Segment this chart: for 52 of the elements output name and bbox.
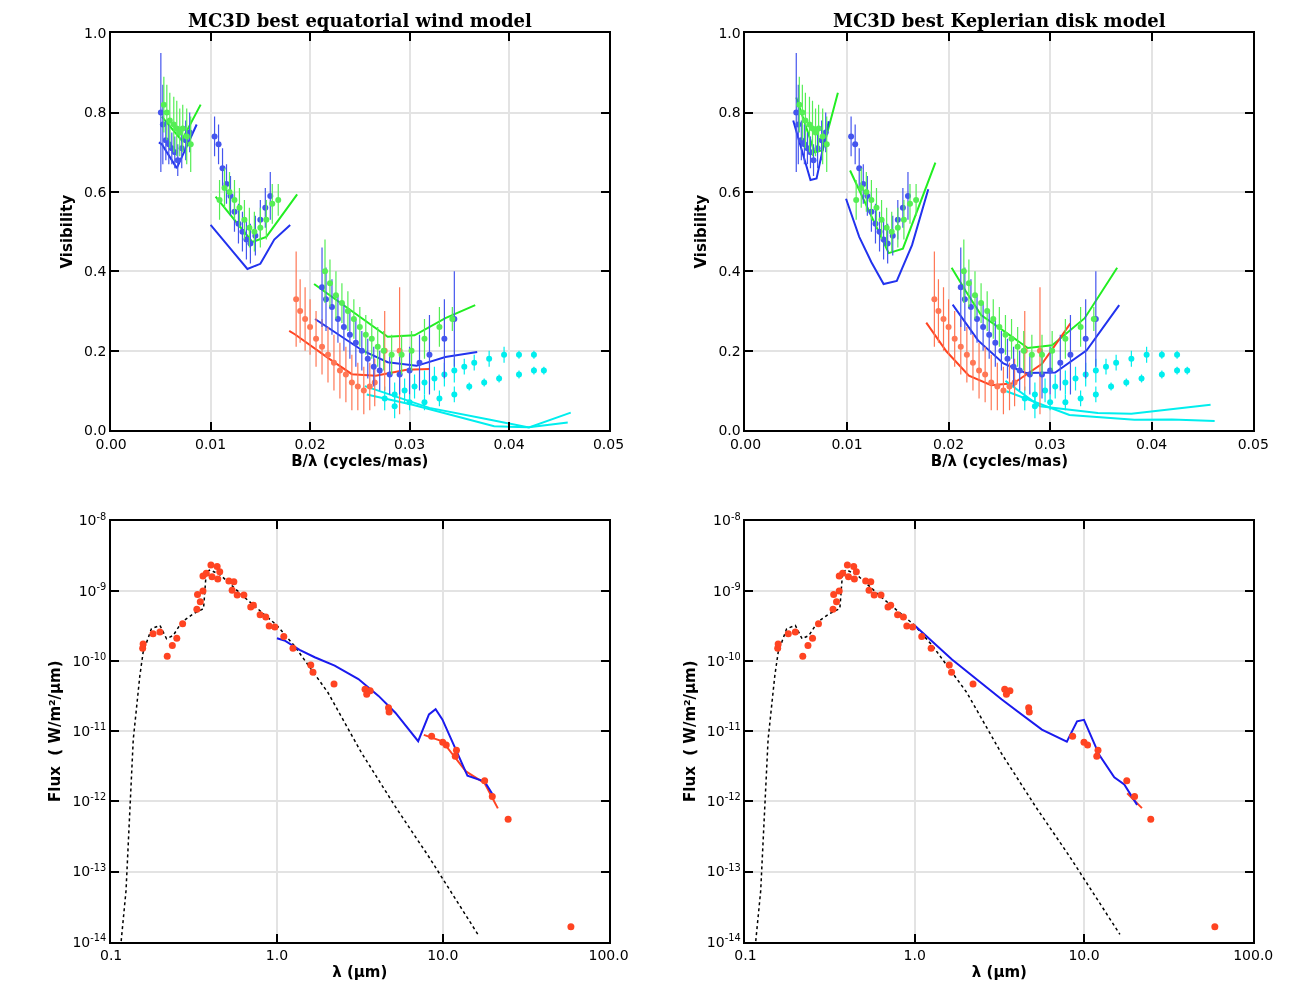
x-tick-label: 0.05 — [1237, 435, 1269, 452]
y-tick-label: 0.8 — [718, 104, 741, 121]
y-tick-label: 0.6 — [718, 183, 741, 200]
x-tick-label: 100.0 — [588, 947, 629, 964]
y-tick-label: 10$^{-14}$ — [72, 931, 107, 950]
x-tick-label: 0.02 — [933, 435, 965, 452]
y-tick-label: 10$^{-13}$ — [72, 861, 107, 880]
y-tick-label: 10$^{-11}$ — [72, 721, 107, 740]
y-tick-label: 10$^{-12}$ — [706, 791, 741, 810]
y-tick-label: 10$^{-11}$ — [706, 721, 741, 740]
x-tick-label: 0.04 — [493, 435, 525, 452]
x-tick-label: 0.01 — [831, 435, 863, 452]
x-axis-title: B/λ (cycles/mas) — [291, 451, 429, 470]
x-tick-label: 0.1 — [99, 947, 123, 964]
x-tick-label: 0.03 — [1034, 435, 1066, 452]
x-tick-label: 0.02 — [294, 435, 326, 452]
y-axis-title: Visibility — [57, 194, 76, 269]
chart-title: MC3D best equatorial wind model — [188, 10, 532, 31]
x-axis-title: λ (μm) — [971, 962, 1027, 981]
x-tick-label: 10.0 — [427, 947, 459, 964]
x-tick-label: 0.04 — [1136, 435, 1168, 452]
y-tick-label: 1.0 — [84, 25, 107, 42]
y-tick-label: 10$^{-9}$ — [78, 580, 107, 599]
y-tick-label: 10$^{-9}$ — [713, 580, 741, 599]
y-tick-label: 0.2 — [718, 342, 741, 359]
x-tick-label: 0.01 — [195, 435, 227, 452]
y-tick-label: 10$^{-13}$ — [706, 861, 741, 880]
y-tick-label: 10$^{-10}$ — [706, 650, 741, 669]
chart-title: MC3D best Keplerian disk model — [833, 10, 1166, 31]
x-tick-label: 10.0 — [1068, 947, 1100, 964]
y-tick-label: 10$^{-10}$ — [72, 650, 107, 669]
y-tick-label: 10$^{-12}$ — [72, 791, 107, 810]
x-tick-label: 100.0 — [1233, 947, 1274, 964]
x-tick-label: 1.0 — [265, 947, 289, 964]
y-tick-label: 10$^{-14}$ — [706, 931, 741, 950]
y-tick-label: 1.0 — [718, 25, 741, 42]
y-tick-label: 10$^{-8}$ — [713, 510, 741, 529]
x-tick-label: 0.03 — [393, 435, 426, 452]
y-axis-title: Flux ( W/m²/μm) — [46, 660, 65, 802]
y-tick-label: 0.2 — [84, 342, 107, 359]
x-tick-label: 0.1 — [734, 947, 757, 964]
x-axis-title: B/λ (cycles/mas) — [930, 451, 1069, 470]
y-axis-title: Visibility — [692, 194, 711, 269]
x-axis-title: λ (μm) — [332, 962, 388, 981]
y-axis-title: Flux ( W/m²/μm) — [680, 660, 699, 802]
y-tick-label: 10$^{-8}$ — [78, 510, 107, 529]
y-tick-label: 0.8 — [84, 104, 107, 121]
y-tick-label: 0.6 — [84, 183, 107, 200]
x-tick-label: 0.05 — [592, 435, 625, 452]
y-tick-label: 0.4 — [84, 263, 107, 280]
x-tick-label: 1.0 — [903, 947, 926, 964]
y-tick-label: 0.4 — [718, 263, 741, 280]
